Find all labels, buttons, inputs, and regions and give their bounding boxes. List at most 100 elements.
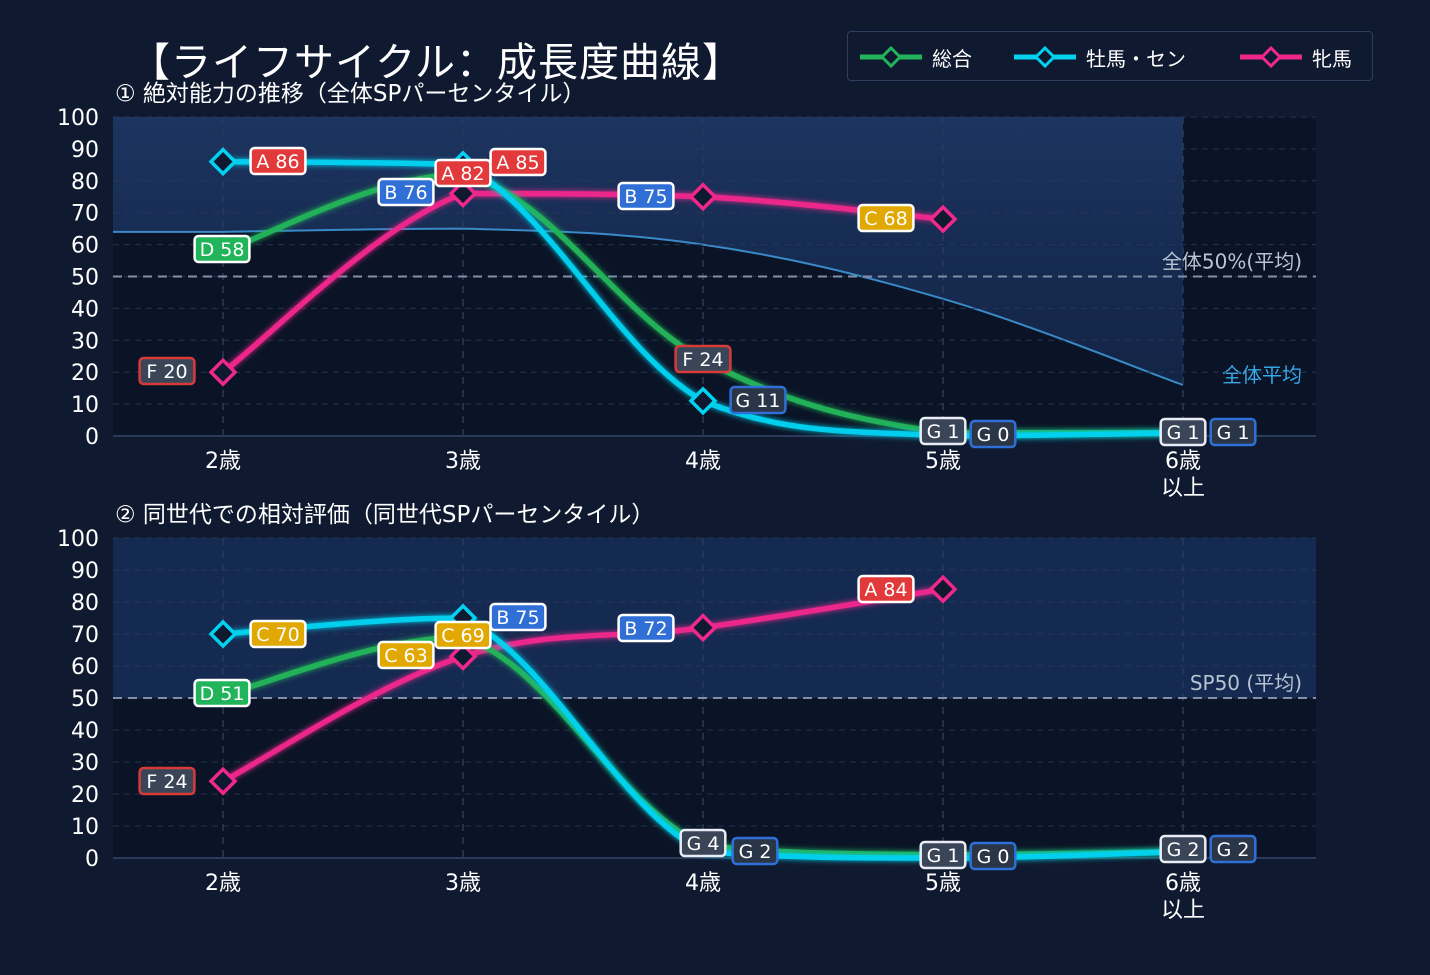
x-tick-label: 3歳 xyxy=(445,871,481,896)
data-label: D 58 xyxy=(193,234,251,264)
data-label: G 2 xyxy=(1159,834,1207,864)
data-label: G 1 xyxy=(1159,417,1207,447)
data-label: C 69 xyxy=(434,620,492,650)
data-point-marker xyxy=(688,386,718,416)
data-label: G 4 xyxy=(679,828,727,858)
data-label-text: G 11 xyxy=(736,390,781,412)
y-tick-label: 90 xyxy=(71,138,99,163)
data-label: F 24 xyxy=(674,344,732,374)
data-label: G 1 xyxy=(919,416,967,446)
data-point-marker xyxy=(208,766,238,796)
data-point-marker xyxy=(688,182,718,212)
data-label-text: G 2 xyxy=(1217,839,1250,861)
y-tick-label: 70 xyxy=(71,623,99,648)
data-label-text: G 0 xyxy=(977,424,1010,446)
x-tick-label: 5歳 xyxy=(925,449,961,474)
x-tick-label: 以上 xyxy=(1161,898,1205,923)
data-label: B 75 xyxy=(489,602,547,632)
data-label-text: B 75 xyxy=(496,607,539,629)
y-tick-label: 50 xyxy=(71,266,99,291)
y-tick-label: 0 xyxy=(85,425,99,450)
legend-label-overall: 総合 xyxy=(932,46,972,71)
y-tick-label: 80 xyxy=(71,170,99,195)
y-tick-label: 30 xyxy=(71,329,99,354)
data-label-box xyxy=(434,620,492,650)
data-label-text: F 24 xyxy=(146,771,187,793)
data-label-text: D 51 xyxy=(200,683,245,705)
data-label: G 2 xyxy=(1209,834,1257,864)
y-tick-label: 80 xyxy=(71,591,99,616)
data-label-text: G 2 xyxy=(739,841,772,863)
data-point-marker xyxy=(928,574,958,604)
data-label-text: G 1 xyxy=(927,845,960,867)
data-label-text: G 1 xyxy=(1217,422,1250,444)
x-tick-label: 以上 xyxy=(1161,476,1205,501)
legend-item-female: 牝馬 xyxy=(1240,32,1352,82)
data-label-text: F 20 xyxy=(146,361,187,383)
data-label-box xyxy=(489,147,547,177)
data-label-text: F 24 xyxy=(682,349,723,371)
data-label: G 11 xyxy=(729,385,787,415)
data-label: C 63 xyxy=(377,640,435,670)
data-label-box xyxy=(617,181,675,211)
y-tick-label: 20 xyxy=(71,783,99,808)
average-curve-label: 全体平均 xyxy=(1222,363,1302,387)
y-tick-label: 90 xyxy=(71,559,99,584)
x-tick-label: 4歳 xyxy=(685,871,721,896)
data-label-text: C 68 xyxy=(864,208,907,230)
y-tick-label: 70 xyxy=(71,202,99,227)
data-label-box xyxy=(249,619,307,649)
data-label: G 1 xyxy=(919,840,967,870)
legend-marker-overall-icon xyxy=(860,46,922,68)
data-label-text: G 1 xyxy=(1167,422,1200,444)
data-label-box xyxy=(377,177,435,207)
data-label-box xyxy=(1209,417,1257,447)
series-line-2 xyxy=(220,190,946,375)
page-title: 【ライフサイクル：成長度曲線】 xyxy=(130,40,743,86)
data-label: G 0 xyxy=(969,419,1017,449)
data-point-marker xyxy=(928,204,958,234)
data-label: D 51 xyxy=(193,678,251,708)
data-label: F 24 xyxy=(138,766,196,796)
x-tick-label: 4歳 xyxy=(685,449,721,474)
data-label-box xyxy=(969,841,1017,871)
data-label-text: C 63 xyxy=(384,645,427,667)
data-label-box xyxy=(729,385,787,415)
data-label-box xyxy=(377,640,435,670)
data-label-box xyxy=(1209,834,1257,864)
y-tick-label: 40 xyxy=(71,297,99,322)
data-label: B 75 xyxy=(617,181,675,211)
data-label-text: C 69 xyxy=(441,625,484,647)
data-label-text: A 85 xyxy=(496,152,539,174)
data-point-marker xyxy=(208,147,238,177)
data-label: G 0 xyxy=(969,841,1017,871)
y-tick-label: 30 xyxy=(71,751,99,776)
data-label: C 68 xyxy=(857,203,915,233)
x-tick-label: 3歳 xyxy=(445,449,481,474)
legend-item-overall: 総合 xyxy=(860,32,972,82)
data-label-box xyxy=(193,234,251,264)
legend-label-female: 牝馬 xyxy=(1312,46,1352,71)
y-tick-label: 100 xyxy=(57,106,99,131)
data-label: G 1 xyxy=(1209,417,1257,447)
data-label-box xyxy=(1159,417,1207,447)
chart-panel-1: 全体平均 0 10 20 30 40 50 60 70 80 90 100 全体50%(平均) ① 絶対能… xyxy=(57,81,1316,501)
data-label-box xyxy=(857,203,915,233)
chart-panel-2: 0 10 20 30 40 50 60 70 80 90 100 SP50 (平均) ② 同世代での相対… xyxy=(57,502,1316,923)
y-tick-label: 10 xyxy=(71,393,99,418)
data-label-box xyxy=(489,602,547,632)
y-tick-label: 10 xyxy=(71,815,99,840)
data-label-text: G 1 xyxy=(927,421,960,443)
data-label-text: B 72 xyxy=(624,618,667,640)
data-label-box xyxy=(969,419,1017,449)
data-point-marker xyxy=(448,179,478,209)
y-tick-label: 0 xyxy=(85,847,99,872)
x-tick-label: 2歳 xyxy=(205,871,241,896)
data-label-text: D 58 xyxy=(200,239,245,261)
average-curve xyxy=(113,227,1184,386)
panel-title: ① 絶対能力の推移（全体SPパーセンタイル） xyxy=(115,81,585,107)
data-label-text: B 76 xyxy=(384,182,427,204)
panel-title: ② 同世代での相対評価（同世代SPパーセンタイル） xyxy=(115,502,654,528)
legend-marker-female-icon xyxy=(1240,46,1302,68)
